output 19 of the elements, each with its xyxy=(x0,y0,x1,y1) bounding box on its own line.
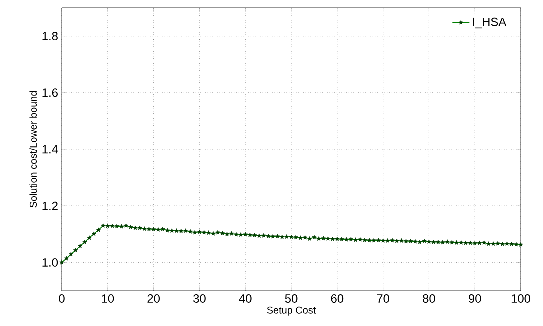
x-tick-label: 80 xyxy=(423,294,436,303)
y-axis-title: Solution cost/Lower bound xyxy=(30,91,38,208)
x-tick-label: 30 xyxy=(194,294,206,303)
y-tick-label: 1.4 xyxy=(42,145,58,154)
x-tick-label: 70 xyxy=(377,294,390,303)
x-tick-label: 50 xyxy=(285,294,298,303)
x-tick-label: 40 xyxy=(239,294,252,303)
legend-label: I_HSA xyxy=(473,18,507,29)
x-tick-label: 90 xyxy=(469,294,482,303)
x-tick-label: 10 xyxy=(102,294,114,303)
x-tick-label: 60 xyxy=(331,294,344,303)
x-axis-title: Setup Cost xyxy=(267,306,316,316)
y-tick-label: 1.8 xyxy=(42,32,58,41)
x-tick-label: 100 xyxy=(512,294,531,303)
y-tick-label: 1.2 xyxy=(42,202,58,210)
x-tick-label: 0 xyxy=(59,294,65,303)
x-tick-label: 20 xyxy=(148,294,160,303)
y-tick-label: 1.0 xyxy=(42,258,58,267)
y-tick-label: 1.6 xyxy=(42,88,58,98)
